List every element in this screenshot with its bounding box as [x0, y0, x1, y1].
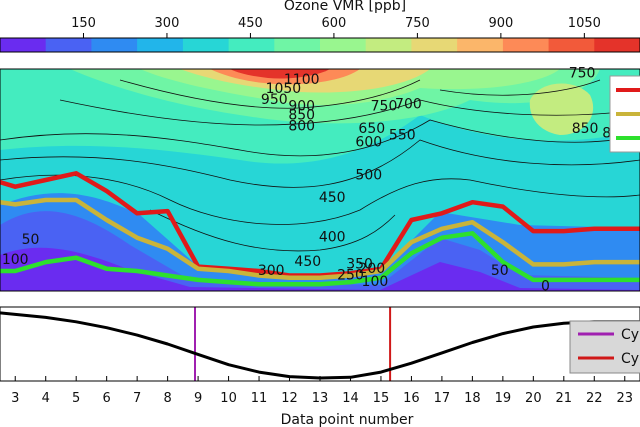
x-tick-label: 15	[373, 391, 390, 406]
contour-band-lower	[0, 211, 640, 291]
contour-label: 550	[389, 128, 416, 144]
x-tick-label: 13	[312, 391, 329, 406]
contour-label: 250	[337, 268, 364, 284]
contour-label: 450	[294, 254, 321, 270]
x-tick-label: 23	[616, 391, 633, 406]
x-tick-label: 10	[220, 391, 237, 406]
contour-band-lowest	[0, 247, 640, 291]
x-axis-ticks: 3 4 5 6 7 8 9 10 11 12 13 14 15 16 17 18 19 20 21 22 23	[11, 376, 633, 406]
contour-label: 300	[258, 263, 285, 279]
contour-label: 600	[355, 134, 382, 150]
x-tick-label: 12	[281, 391, 298, 406]
contour-legend	[609, 75, 640, 153]
contour-label: 350	[346, 256, 373, 272]
x-tick-label: 22	[586, 391, 603, 406]
contour-label: 700	[395, 97, 422, 113]
boundary-lines	[0, 171, 640, 287]
colorbar-segment	[228, 38, 275, 52]
contour-island	[529, 83, 594, 135]
x-tick-label: 6	[103, 391, 111, 406]
contour-lines	[0, 79, 640, 252]
contour-label: 650	[358, 121, 385, 137]
contour-label: 50	[22, 232, 40, 248]
line-legend-box	[569, 320, 640, 374]
colorbar-tick-label: 600	[321, 16, 346, 31]
x-tick-label: 4	[42, 391, 50, 406]
x-tick-label: 3	[11, 391, 19, 406]
x-tick-label: 18	[464, 391, 481, 406]
line-legend-label: Cy	[621, 327, 639, 343]
colorbar-segment	[137, 38, 184, 52]
x-axis-label: Data point number	[281, 412, 414, 427]
colorbar-segment	[274, 38, 321, 52]
x-tick-label: 16	[403, 391, 420, 406]
colorbar-segment	[548, 38, 595, 52]
x-tick-label: 9	[194, 391, 202, 406]
line-legend: Cy Cy	[569, 320, 640, 374]
x-tick-label: 19	[495, 391, 512, 406]
contour-label: 850	[572, 121, 599, 137]
contour-label: 750	[569, 65, 596, 81]
colorbar-segment	[502, 38, 550, 52]
contour-label: 0	[541, 279, 550, 295]
colorbar-segment	[320, 38, 367, 52]
colorbar	[0, 38, 640, 52]
x-tick-label: 21	[556, 391, 573, 406]
x-tick-label: 8	[163, 391, 171, 406]
contour-label: 50	[491, 263, 509, 279]
contour-label: 950	[261, 92, 288, 108]
colorbar-tick-label: 750	[405, 16, 430, 31]
colorbar-segment	[0, 38, 47, 52]
contour-label: 500	[355, 168, 382, 184]
contour-label: 750	[371, 99, 398, 115]
colorbar-tick-label: 900	[488, 16, 513, 31]
x-tick-label: 7	[133, 391, 141, 406]
contour-label: 800	[288, 119, 315, 135]
colorbar-segment	[91, 38, 138, 52]
x-tick-label: 20	[525, 391, 542, 406]
x-tick-label: 17	[434, 391, 451, 406]
colorbar-ticks: 150 300 450 600 750 900 1050	[71, 16, 601, 38]
colorbar-tick-label: 150	[71, 16, 96, 31]
contour-band-peak	[230, 69, 330, 79]
colorbar-segment	[594, 38, 640, 52]
line-background	[0, 307, 640, 381]
contour-label: 400	[319, 230, 346, 246]
colorbar-tick-label: 450	[238, 16, 263, 31]
x-tick-label: 14	[342, 391, 359, 406]
contour-label: 1100	[284, 72, 320, 88]
contour-label: 850	[288, 108, 315, 124]
contour-label: 100	[2, 252, 29, 268]
contour-plot	[0, 69, 640, 291]
colorbar-title: Ozone VMR [ppb]	[284, 0, 406, 14]
contour-label: 200	[358, 261, 385, 277]
colorbar-tick-label: 300	[155, 16, 180, 31]
contour-label: 900	[288, 99, 315, 115]
contour-label: 450	[319, 190, 346, 206]
contour-label: 100	[362, 274, 389, 290]
line-legend-label: Cy	[621, 351, 639, 367]
x-tick-label: 5	[72, 391, 80, 406]
contour-frame	[0, 68, 640, 292]
boundary-line-2	[0, 197, 640, 280]
colorbar-segment	[411, 38, 458, 52]
colorbar-segment	[457, 38, 504, 52]
colorbar-frame	[0, 37, 640, 53]
line-plot	[0, 307, 640, 381]
colorbar-segment	[365, 38, 412, 52]
x-tick-label: 11	[251, 391, 268, 406]
colorbar-tick-label: 1050	[568, 16, 601, 31]
boundary-line-3	[0, 231, 640, 287]
contour-label: 1050	[266, 81, 302, 97]
colorbar-segment	[182, 38, 230, 52]
colorbar-segment	[45, 38, 92, 52]
